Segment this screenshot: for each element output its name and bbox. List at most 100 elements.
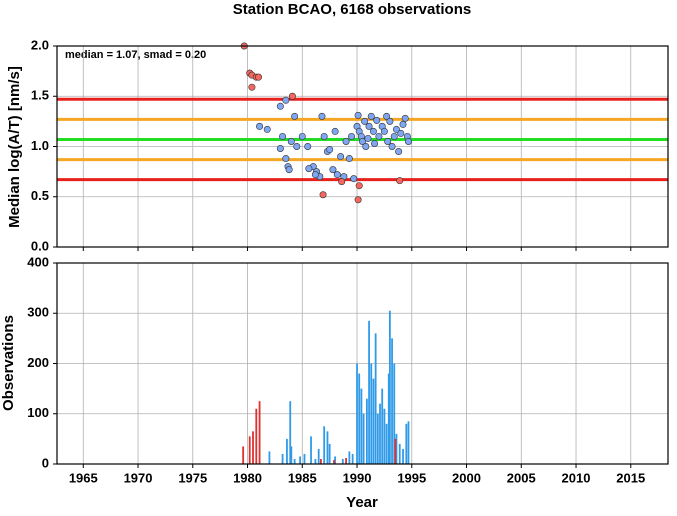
x-tick-label: 1990 (343, 470, 372, 485)
y-tick-label: 2.0 (31, 37, 49, 52)
bar (387, 373, 390, 464)
bar (365, 398, 368, 464)
bar (388, 310, 391, 464)
bar (334, 456, 337, 464)
bar (252, 431, 254, 464)
x-tick-label: 1975 (178, 470, 207, 485)
bar (402, 448, 404, 464)
x-tick-label: 2005 (507, 470, 536, 485)
y-axis-label: Median log(A/T) [nm/s] (6, 66, 23, 228)
point (392, 125, 400, 133)
point (350, 175, 358, 183)
point (287, 137, 295, 145)
x-tick-label: 1965 (69, 470, 98, 485)
x-tick-label: 1985 (288, 470, 317, 485)
point (358, 137, 366, 145)
point (333, 171, 341, 179)
bar (405, 423, 408, 464)
y-tick-label: 300 (27, 305, 49, 320)
bar (333, 459, 335, 464)
point (395, 148, 403, 156)
bar (395, 433, 398, 464)
point (375, 132, 383, 140)
point (331, 127, 339, 135)
x-tick-label: 2015 (616, 470, 645, 485)
point (311, 171, 319, 179)
point (362, 143, 370, 151)
bar (268, 451, 271, 464)
bar (258, 401, 261, 464)
point (386, 117, 394, 125)
bar (356, 363, 358, 464)
point (355, 182, 363, 190)
point (320, 132, 328, 140)
point (373, 116, 381, 124)
bar (351, 453, 354, 464)
y-axis-label: Observations (0, 315, 17, 411)
point (369, 127, 377, 135)
bar (281, 453, 284, 464)
point (342, 137, 350, 145)
bar (290, 446, 293, 464)
bar (303, 453, 306, 464)
point (345, 155, 353, 163)
plot-frame (56, 262, 669, 465)
point (304, 143, 312, 151)
bar (385, 423, 388, 464)
bar (362, 413, 365, 464)
bar (407, 421, 410, 464)
bar (374, 333, 377, 464)
bar (383, 408, 386, 464)
bar (376, 413, 379, 464)
bar (314, 458, 317, 464)
point (319, 191, 327, 199)
bar (381, 388, 384, 464)
x-tick-label: 1980 (233, 470, 262, 485)
bar (293, 458, 296, 464)
y-tick-label: 200 (27, 355, 49, 370)
point (354, 196, 362, 204)
point (354, 111, 362, 119)
x-tick-label: 2000 (452, 470, 481, 485)
point (338, 178, 346, 186)
bar (370, 363, 373, 464)
x-axis-label: Year (346, 494, 378, 511)
point (263, 125, 271, 133)
point (367, 112, 375, 120)
point (298, 132, 306, 140)
bar (341, 458, 344, 464)
annotation: median = 1.07, smad = 0.20 (65, 49, 206, 61)
bar (394, 438, 397, 464)
y-tick-label: 0 (42, 455, 49, 470)
bar (391, 338, 393, 464)
bar (317, 448, 320, 464)
point (248, 83, 256, 91)
point (397, 129, 405, 137)
y-tick-label: 400 (27, 254, 49, 269)
x-tick-label: 2010 (562, 470, 591, 485)
point (371, 139, 379, 147)
point (293, 143, 301, 151)
point (404, 137, 412, 145)
x-tick-label: 1995 (397, 470, 426, 485)
point (383, 112, 391, 120)
point (337, 153, 345, 161)
point (285, 166, 293, 174)
y-tick-label: 1.5 (31, 88, 49, 103)
point (399, 120, 407, 128)
point (390, 132, 398, 140)
bar (372, 378, 375, 464)
point (256, 122, 264, 130)
point (329, 166, 337, 174)
bar (358, 373, 361, 464)
point (388, 143, 396, 151)
bar (368, 320, 370, 464)
chart-title: Station BCAO, 6168 observations (233, 1, 471, 18)
bar (248, 436, 251, 464)
point (365, 122, 373, 130)
point (291, 112, 299, 120)
point (305, 165, 313, 173)
bar (255, 408, 258, 464)
point (276, 145, 284, 153)
point (380, 127, 388, 135)
